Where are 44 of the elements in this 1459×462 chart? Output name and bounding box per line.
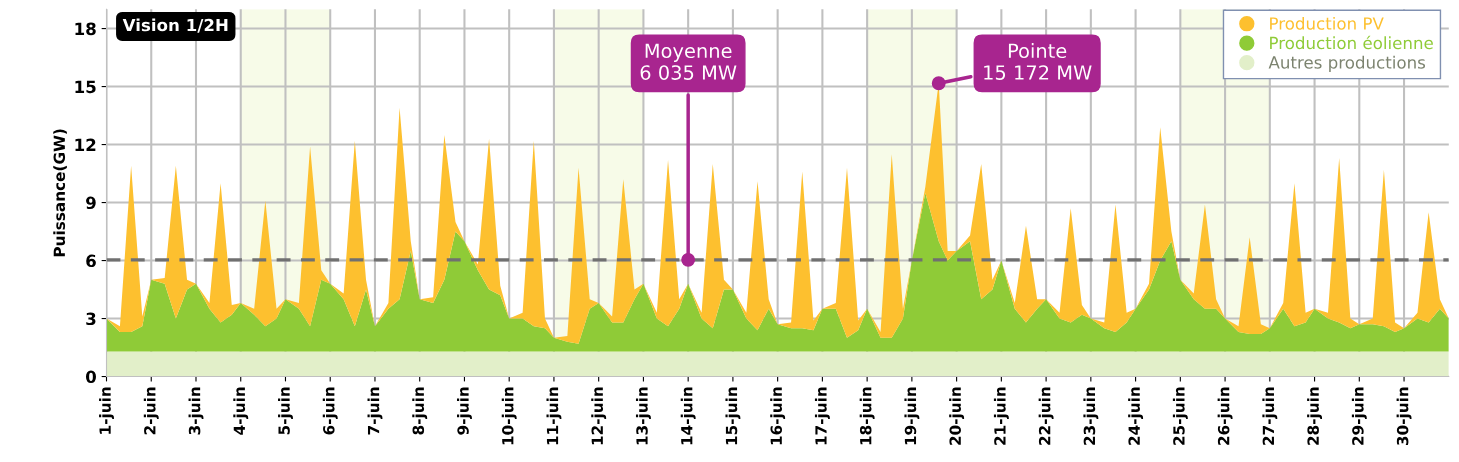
y-tick-label: 12: [75, 138, 96, 151]
x-tick-label: 4-juin: [233, 387, 249, 435]
x-tick-label: 27-juin: [1262, 387, 1278, 445]
y-tick-label: 18: [75, 22, 96, 36]
x-tick-label: 22-juin: [1038, 387, 1054, 445]
annotation: Pointe 15 172 MW: [984, 43, 1092, 80]
y-tick-label: 6: [86, 254, 96, 268]
x-tick-label: 24-juin: [1128, 387, 1144, 445]
y-axis-title: Puissance(GW): [53, 129, 67, 257]
x-tick-label: 25-juin: [1172, 387, 1188, 445]
x-tick-label: 30-juin: [1396, 387, 1412, 446]
x-tick-label: 19-juin: [904, 387, 920, 445]
x-tick-label: 12-juin: [591, 387, 607, 445]
x-tick-label: 1-juin: [99, 387, 114, 434]
x-tick-label: 15-juin: [725, 387, 741, 445]
x-tick-label: 13-juin: [635, 387, 651, 445]
x-tick-label: 18-juin: [859, 387, 875, 445]
x-tick-label: 29-juin: [1351, 387, 1367, 445]
x-tick-label: 28-juin: [1307, 387, 1323, 445]
y-tick-label: 0: [85, 370, 96, 384]
x-tick-label: 6-juin: [322, 387, 338, 435]
annotation: Moyenne 6 035 MW: [640, 43, 737, 80]
x-tick-label: 14-juin: [680, 387, 696, 445]
y-tick-label: 15: [75, 80, 96, 94]
x-tick-label: 10-juin: [501, 387, 517, 445]
x-tick-label: 3-juin: [188, 387, 204, 435]
x-tick-label: 11-juin: [546, 387, 562, 445]
x-tick-label: 8-juin: [412, 387, 428, 435]
x-tick-label: 16-juin: [770, 387, 786, 445]
x-tick-label: 21-juin: [993, 387, 1009, 445]
annotation: Vision 1/2H: [122, 18, 228, 33]
x-tick-label: 17-juin: [814, 387, 830, 445]
x-tick-label: 7-juin: [367, 387, 383, 435]
legend-label: Autres productions: [1268, 55, 1426, 72]
legend-label: Production éolienne: [1270, 35, 1433, 50]
legend-label: Production PV: [1270, 16, 1384, 30]
x-tick-label: 26-juin: [1217, 387, 1233, 445]
x-tick-label: 5-juin: [278, 387, 293, 435]
x-tick-label: 2-juin: [143, 387, 159, 435]
x-tick-label: 23-juin: [1083, 387, 1099, 445]
x-tick-label: 9-juin: [457, 387, 472, 435]
x-tick-label: 20-juin: [949, 387, 965, 445]
y-tick-label: 9: [86, 196, 96, 210]
y-tick-label: 3: [86, 312, 96, 326]
